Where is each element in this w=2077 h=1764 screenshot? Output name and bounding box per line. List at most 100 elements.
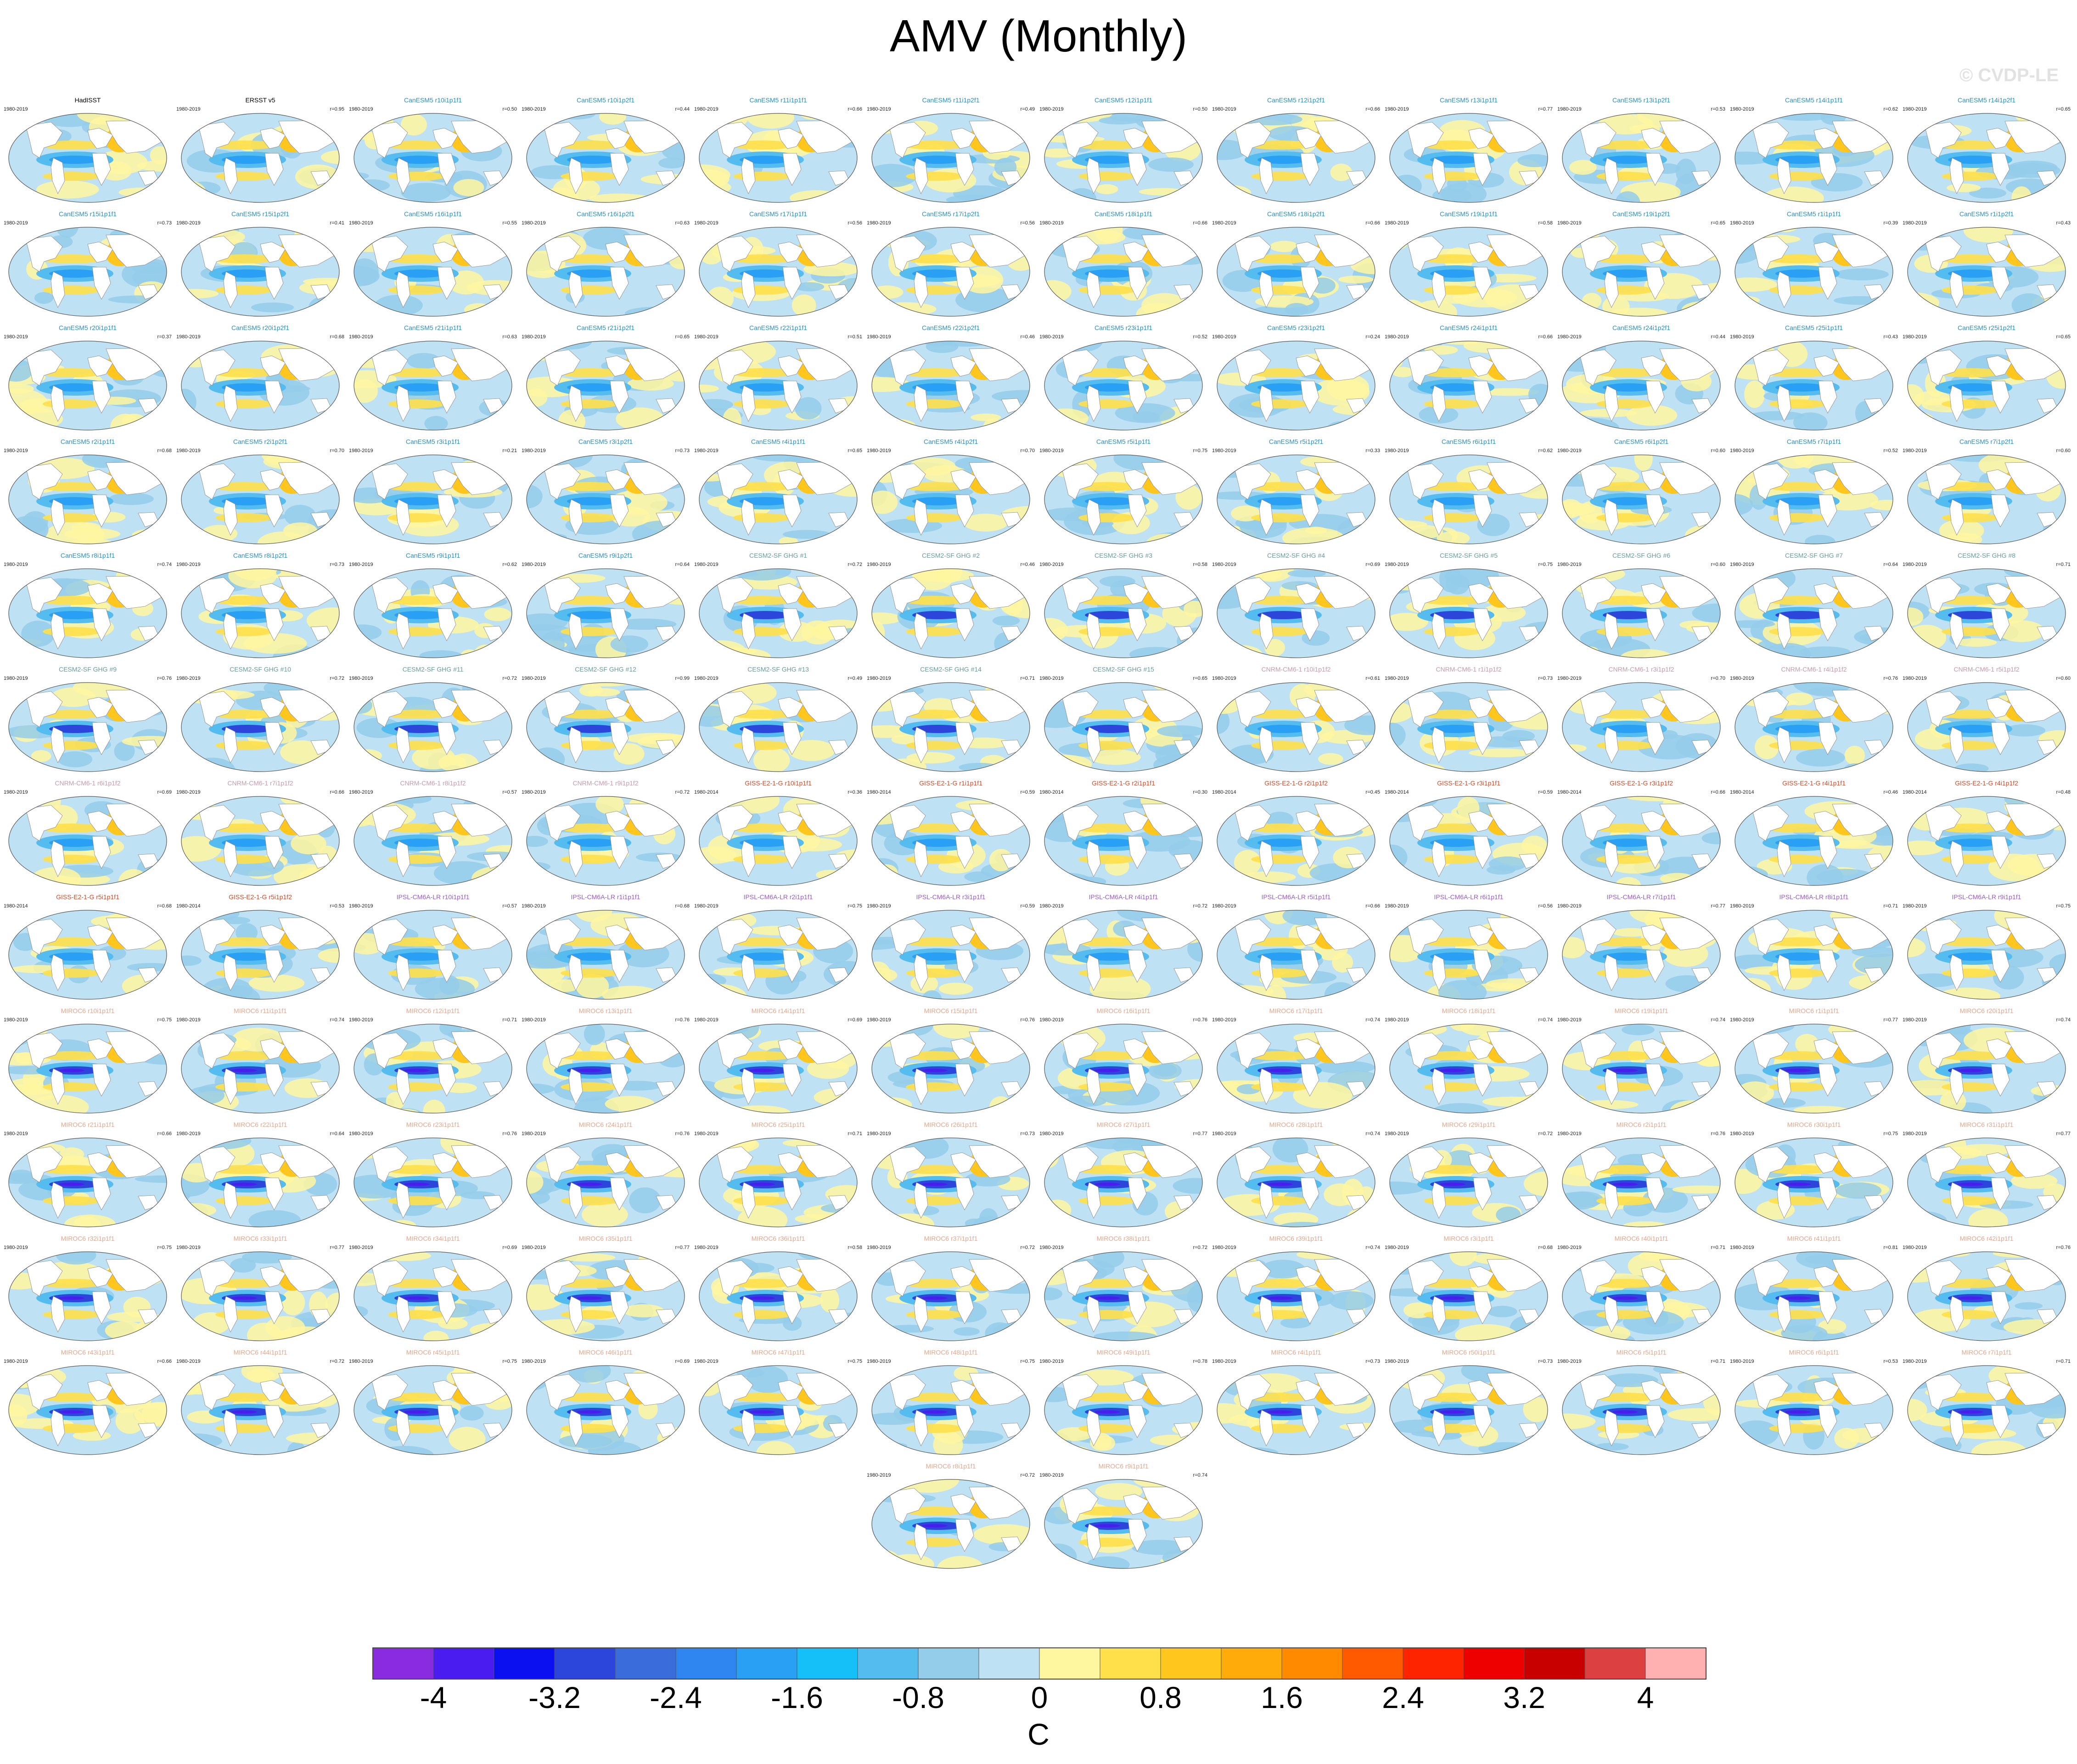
panel-correlation: r=0.76 [1711, 1131, 1726, 1137]
panel-title: CESM2-SF GHG #6 [1612, 552, 1671, 559]
panel-period: 1980-2019 [1903, 903, 1927, 909]
panel-correlation: r=0.71 [2056, 562, 2071, 567]
map-panel: CNRM-CM6-1 r10i1p1f2 1980-2019 r=0.61 [1211, 666, 1381, 780]
panel-period: 1980-2019 [349, 106, 373, 112]
map-panel: CanESM5 r13i1p1f1 1980-2019 r=0.77 [1384, 96, 1554, 211]
colorbar-segment [1282, 1648, 1343, 1679]
map [1562, 341, 1721, 431]
map [8, 910, 167, 1000]
panel-period: 1980-2019 [1903, 1359, 1927, 1364]
map [1044, 1365, 1203, 1455]
panel-correlation: r=0.45 [1365, 790, 1381, 795]
panel-correlation: r=0.68 [157, 448, 172, 454]
panel-title: CNRM-CM6-1 r1i1p1f2 [1436, 666, 1502, 673]
colorbar-segment [1161, 1648, 1222, 1679]
panel-correlation: r=0.66 [1365, 220, 1381, 226]
panel-title: CESM2-SF GHG #14 [920, 666, 982, 673]
map-panel: MIROC6 r38i1p1f1 1980-2019 r=0.72 [1038, 1235, 1208, 1350]
map-panel: MIROC6 r5i1p1f1 1980-2019 r=0.71 [1556, 1349, 1726, 1463]
map-panel: MIROC6 r44i1p1f1 1980-2019 r=0.72 [175, 1349, 345, 1463]
map-panel: HadISST 1980-2019 [3, 96, 173, 211]
panel-title: MIROC6 r2i1p1f1 [1616, 1121, 1667, 1128]
panel-title: CanESM5 r16i1p2f1 [576, 210, 635, 218]
panel-correlation: r=0.72 [848, 562, 863, 567]
panel-correlation: r=0.50 [502, 106, 517, 112]
map [699, 341, 858, 431]
panel-period: 1980-2019 [1212, 220, 1236, 226]
panel-period: 1980-2019 [1039, 106, 1064, 112]
panel-period: 1980-2019 [1212, 106, 1236, 112]
map [1217, 227, 1375, 317]
map [1907, 910, 2066, 1000]
map [1044, 682, 1203, 772]
panel-correlation: r=0.66 [1193, 220, 1208, 226]
panel-title: MIROC6 r40i1p1f1 [1614, 1235, 1668, 1242]
panel-correlation: r=0.57 [502, 903, 517, 909]
map-panel: IPSL-CM6A-LR r10i1p1f1 1980-2019 r=0.57 [348, 893, 518, 1008]
panel-title: CanESM5 r6i1p1f1 [1441, 438, 1496, 445]
panel-title: MIROC6 r50i1p1f1 [1442, 1349, 1496, 1356]
map-panel: ERSST v5 1980-2019 r=0.95 [175, 96, 345, 211]
colorbar-tick-label: -0.8 [892, 1680, 944, 1714]
panel-correlation: r=0.99 [675, 676, 690, 681]
panel-correlation: r=0.69 [157, 790, 172, 795]
map [8, 113, 167, 203]
map-panel: MIROC6 r26i1p1f1 1980-2019 r=0.73 [866, 1121, 1036, 1236]
map-panel: CanESM5 r10i1p2f1 1980-2019 r=0.44 [521, 96, 690, 211]
map-panel: CESM2-SF GHG #3 1980-2019 r=0.58 [1038, 552, 1208, 666]
map-panel: CanESM5 r13i1p2f1 1980-2019 r=0.53 [1556, 96, 1726, 211]
panel-title: IPSL-CM6A-LR r5i1p1f1 [1261, 893, 1331, 901]
map-panel: CanESM5 r12i1p2f1 1980-2019 r=0.66 [1211, 96, 1381, 211]
panel-title: CESM2-SF GHG #11 [402, 666, 464, 673]
panel-correlation: r=0.63 [502, 334, 517, 340]
panel-title: IPSL-CM6A-LR r3i1p1f1 [916, 893, 986, 901]
panel-period: 1980-2019 [1385, 676, 1409, 681]
panel-period: 1980-2019 [176, 790, 201, 795]
map [181, 1137, 340, 1227]
panel-title: CESM2-SF GHG #12 [575, 666, 636, 673]
map [1217, 796, 1375, 886]
panel-correlation: r=0.66 [1711, 790, 1726, 795]
panel-title: CESM2-SF GHG #5 [1439, 552, 1498, 559]
map [181, 910, 340, 1000]
panel-correlation: r=0.77 [1711, 903, 1726, 909]
panel-correlation: r=0.68 [1538, 1245, 1553, 1250]
panel-title: GISS-E2-1-G r2i1p1f2 [1264, 779, 1328, 787]
panel-period: 1980-2019 [694, 106, 719, 112]
map [354, 113, 512, 203]
map-panel: CESM2-SF GHG #8 1980-2019 r=0.71 [1902, 552, 2071, 666]
panel-period: 1980-2019 [1212, 562, 1236, 567]
map-panel: CanESM5 r1i1p2f1 1980-2019 r=0.43 [1902, 210, 2071, 325]
map [526, 113, 685, 203]
panel-title: CanESM5 r25i1p2f1 [1957, 324, 2016, 331]
map-panel: MIROC6 r35i1p1f1 1980-2019 r=0.77 [521, 1235, 690, 1350]
map [1907, 1137, 2066, 1227]
panel-correlation: r=0.55 [502, 220, 517, 226]
panel-correlation: r=0.75 [848, 903, 863, 909]
panel-period: 1980-2019 [1039, 448, 1064, 454]
panel-title: IPSL-CM6A-LR r6i1p1f1 [1434, 893, 1504, 901]
panel-period: 1980-2019 [867, 334, 891, 340]
panel-correlation: r=0.74 [2056, 1017, 2071, 1023]
colorbar-segment [1221, 1648, 1282, 1679]
panel-period: 1980-2019 [867, 903, 891, 909]
colorbar-tick-label: 0 [1031, 1680, 1048, 1714]
map-panel: CanESM5 r25i1p1f1 1980-2019 r=0.43 [1729, 324, 1899, 439]
map-panel: IPSL-CM6A-LR r9i1p1f1 1980-2019 r=0.75 [1902, 893, 2071, 1008]
panel-title: GISS-E2-1-G r3i1p1f1 [1437, 779, 1500, 787]
panel-title: CanESM5 r11i1p2f1 [922, 96, 980, 104]
map [1217, 341, 1375, 431]
map [1907, 682, 2066, 772]
map [1562, 454, 1721, 544]
map-panel: CanESM5 r21i1p1f1 1980-2019 r=0.63 [348, 324, 518, 439]
panel-correlation: r=0.77 [1883, 1017, 1898, 1023]
panel-title: GISS-E2-1-G r10i1p1f1 [745, 779, 812, 787]
panel-period: 1980-2019 [1730, 562, 1754, 567]
map-panel: MIROC6 r50i1p1f1 1980-2019 r=0.73 [1384, 1349, 1554, 1463]
panel-period: 1980-2019 [1385, 1017, 1409, 1023]
map [8, 1365, 167, 1455]
panel-period: 1980-2019 [1730, 106, 1754, 112]
panel-correlation: r=0.71 [2056, 1359, 2071, 1364]
map-panel: CanESM5 r25i1p2f1 1980-2019 r=0.65 [1902, 324, 2071, 439]
